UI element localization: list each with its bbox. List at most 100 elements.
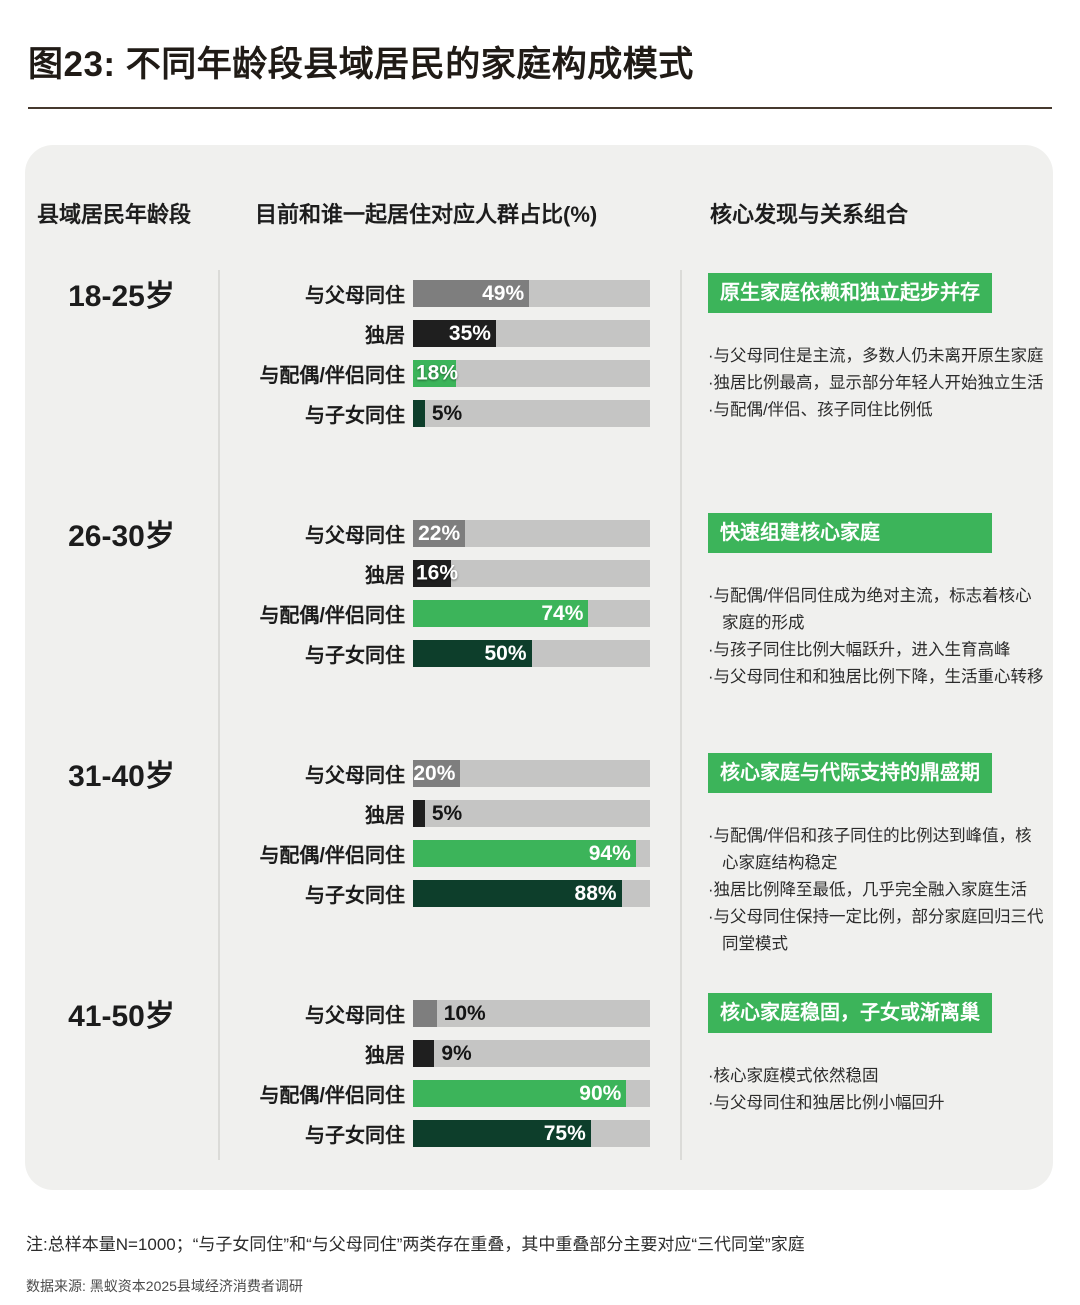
column-header-bars: 目前和谁一起居住对应人群占比(%): [255, 202, 598, 227]
finding-headline: 核心家庭稳固，子女或渐离巢: [708, 993, 992, 1033]
bar-row: 与配偶/伴侣同住 74%: [218, 593, 650, 633]
age-group-row: 41-50岁 与父母同住 10% 独居 9% 与配偶/伴侣同住 90% 与子女同住 75% 核心家…: [25, 993, 1053, 1229]
bar-row: 与子女同住 88%: [218, 873, 650, 913]
bar-fill: 94%: [413, 839, 636, 867]
bar-fill: [413, 399, 425, 427]
bar-fill: 20%: [413, 759, 461, 787]
bar-value-label: 94%: [588, 841, 631, 865]
bar-category-label: 与子女同住: [305, 644, 405, 667]
column-header-findings: 核心发现与关系组合: [710, 202, 909, 227]
bar-row: 与子女同住 50%: [218, 633, 650, 673]
bar-track: 75%: [413, 1119, 650, 1147]
bar-value-label: 49%: [482, 281, 525, 305]
finding-bullet: ·与父母同住和和独居比例下降，生活重心转移: [708, 668, 1044, 686]
bar-value-label: 10%: [443, 1001, 486, 1025]
age-group-label: 31-40岁: [68, 760, 175, 793]
bar-fill: 18%: [413, 359, 459, 387]
bar-category-label: 与父母同住: [305, 1004, 405, 1027]
bar-value-label: 5%: [431, 801, 463, 825]
bar-row: 与子女同住 75%: [218, 1113, 650, 1153]
bar-track: 9%: [413, 1039, 650, 1067]
column-headers: 县域居民年龄段 目前和谁一起居住对应人群占比(%) 核心发现与关系组合: [25, 197, 1053, 227]
finding-bullet: ·与父母同住和独居比例小幅回升: [708, 1094, 945, 1112]
finding-bullets: ·核心家庭模式依然稳固 ·与父母同住和独居比例小幅回升: [708, 1063, 1048, 1117]
bar-track: 94%: [413, 839, 650, 867]
bar-value-label: 18%: [416, 361, 459, 385]
bar-category-label: 与配偶/伴侣同住: [259, 364, 405, 387]
bar-value-label: 50%: [484, 641, 527, 665]
finding-bullet: ·独居比例降至最低，几乎完全融入家庭生活: [708, 881, 1027, 899]
bar-category-label: 与子女同住: [305, 884, 405, 907]
finding-bullet: ·与父母同住保持一定比例，部分家庭回归三代同堂模式: [708, 908, 1044, 953]
vertical-divider-left: [218, 270, 220, 1160]
bar-row: 与配偶/伴侣同住 90%: [218, 1073, 650, 1113]
title-divider: [28, 107, 1052, 109]
column-header-age: 县域居民年龄段: [37, 202, 192, 227]
bar-track: 90%: [413, 1079, 650, 1107]
bar-category-label: 与子女同住: [305, 404, 405, 427]
vertical-divider-right: [680, 270, 682, 1160]
bar-track: 88%: [413, 879, 650, 907]
bar-value-label: 20%: [413, 761, 456, 785]
footnote: 注:总样本量N=1000；“与子女同住”和“与父母同住”两类存在重叠，其中重叠部…: [26, 1235, 805, 1254]
bar-track: 5%: [413, 799, 650, 827]
bar-row: 与子女同住 5%: [218, 393, 650, 433]
bar-category-label: 与父母同住: [305, 284, 405, 307]
bar-fill: 88%: [413, 879, 622, 907]
bars-column: 与父母同住 49% 独居 35% 与配偶/伴侣同住 18% 与子女同住 5%: [218, 273, 650, 433]
finding-block: 核心家庭稳固，子女或渐离巢 ·核心家庭模式依然稳固 ·与父母同住和独居比例小幅回升: [708, 993, 1053, 1117]
finding-bullets: ·与配偶/伴侣和孩子同住的比例达到峰值，核心家庭结构稳定 ·独居比例降至最低，几乎…: [708, 823, 1048, 958]
bar-track: 50%: [413, 639, 650, 667]
bar-track: 20%: [413, 759, 650, 787]
bar-value-label: 9%: [441, 1041, 472, 1065]
bar-row: 与父母同住 49%: [218, 273, 650, 313]
bars-column: 与父母同住 10% 独居 9% 与配偶/伴侣同住 90% 与子女同住 75%: [218, 993, 650, 1153]
bar-category-label: 与子女同住: [305, 1124, 405, 1147]
bar-value-label: 88%: [574, 881, 617, 905]
bar-track: 74%: [413, 599, 650, 627]
age-group-row: 18-25岁 与父母同住 49% 独居 35% 与配偶/伴侣同住 18% 与子女同住 5% 原生家…: [25, 273, 1053, 509]
bar-category-label: 独居: [365, 804, 405, 827]
bars-column: 与父母同住 20% 独居 5% 与配偶/伴侣同住 94% 与子女同住 88%: [218, 753, 650, 913]
bar-value-label: 90%: [579, 1081, 622, 1105]
bar-fill: 35%: [413, 319, 496, 347]
bar-fill: 90%: [413, 1079, 627, 1107]
bar-track: 5%: [413, 399, 650, 427]
bar-track: 22%: [413, 519, 650, 547]
bar-track: 18%: [413, 359, 650, 387]
bar-category-label: 与配偶/伴侣同住: [259, 844, 405, 867]
bar-track: 35%: [413, 319, 650, 347]
bar-fill: [413, 799, 425, 827]
bar-category-label: 与父母同住: [305, 764, 405, 787]
finding-bullets: ·与父母同住是主流，多数人仍未离开原生家庭 ·独居比例最高，显示部分年轻人开始独立…: [708, 343, 1048, 424]
bar-row: 独居 5%: [218, 793, 650, 833]
age-group-row: 31-40岁 与父母同住 20% 独居 5% 与配偶/伴侣同住 94% 与子女同住 88% 核心家…: [25, 753, 1053, 989]
bar-row: 与父母同住 22%: [218, 513, 650, 553]
panel: 县域居民年龄段 目前和谁一起居住对应人群占比(%) 核心发现与关系组合 18-2…: [25, 145, 1053, 1190]
bar-track: 16%: [413, 559, 650, 587]
age-group-row: 26-30岁 与父母同住 22% 独居 16% 与配偶/伴侣同住 74% 与子女同住 50% 快速…: [25, 513, 1053, 749]
bar-category-label: 与父母同住: [305, 524, 405, 547]
finding-bullet: ·与孩子同住比例大幅跃升，进入生育高峰: [708, 641, 1011, 659]
bar-row: 与配偶/伴侣同住 18%: [218, 353, 650, 393]
bar-fill: [413, 1039, 435, 1067]
bar-category-label: 与配偶/伴侣同住: [259, 1084, 405, 1107]
finding-block: 原生家庭依赖和独立起步并存 ·与父母同住是主流，多数人仍未离开原生家庭 ·独居比例最…: [708, 273, 1053, 424]
finding-bullet: ·独居比例最高，显示部分年轻人开始独立生活: [708, 374, 1044, 392]
finding-block: 快速组建核心家庭 ·与配偶/伴侣同住成为绝对主流，标志着核心家庭的形成 ·与孩子同住…: [708, 513, 1053, 691]
figure-title: 图23: 不同年龄段县域居民的家庭构成模式: [28, 45, 694, 84]
finding-headline: 快速组建核心家庭: [708, 513, 992, 553]
bar-fill: 49%: [413, 279, 530, 307]
bar-value-label: 22%: [418, 521, 461, 545]
bars-column: 与父母同住 22% 独居 16% 与配偶/伴侣同住 74% 与子女同住 50%: [218, 513, 650, 673]
finding-bullet: ·与配偶/伴侣、孩子同住比例低: [708, 401, 933, 419]
bar-row: 独居 16%: [218, 553, 650, 593]
bar-category-label: 与配偶/伴侣同住: [259, 604, 405, 627]
finding-block: 核心家庭与代际支持的鼎盛期 ·与配偶/伴侣和孩子同住的比例达到峰值，核心家庭结构稳…: [708, 753, 1053, 958]
bar-category-label: 独居: [365, 564, 405, 587]
bar-fill: 22%: [413, 519, 466, 547]
bar-track: 49%: [413, 279, 650, 307]
data-source: 数据来源: 黑蚁资本2025县域经济消费者调研: [26, 1278, 303, 1294]
bar-track: 10%: [413, 999, 650, 1027]
bar-row: 与父母同住 20%: [218, 753, 650, 793]
